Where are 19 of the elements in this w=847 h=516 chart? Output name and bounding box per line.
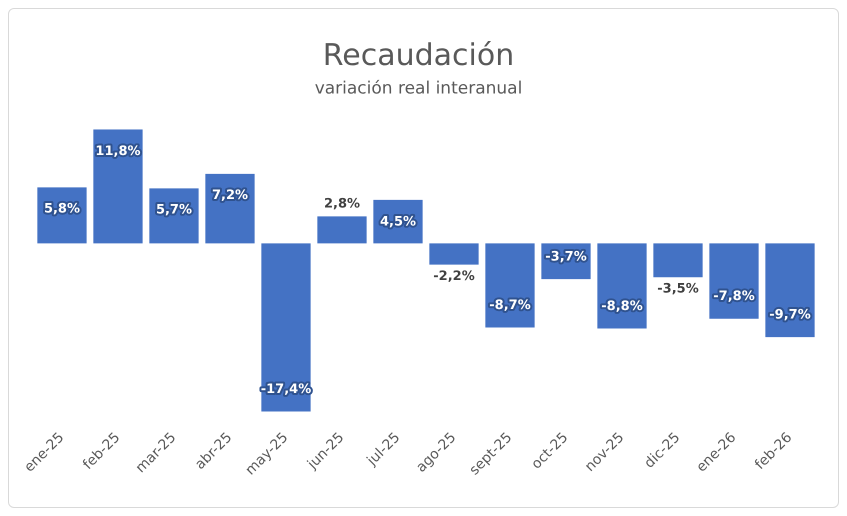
data-label: -3,5% <box>657 282 699 297</box>
data-label: -2,2% <box>433 269 475 284</box>
data-label: 5,8% <box>44 202 80 217</box>
data-label: 7,2% <box>212 188 248 204</box>
data-label: -8,7% <box>489 298 531 313</box>
data-label: -8,8% <box>601 298 643 314</box>
chart-subtitle: variación real interanual <box>314 78 522 99</box>
data-label: 11,8% <box>95 144 141 159</box>
bar <box>261 243 311 412</box>
bar <box>317 216 367 244</box>
bar <box>429 243 479 265</box>
data-label: 5,7% <box>156 202 192 218</box>
data-label: -7,8% <box>713 289 755 304</box>
data-label: 2,8% <box>324 196 360 212</box>
chart-title: Recaudación <box>322 38 514 73</box>
data-label: 4,5% <box>380 214 416 230</box>
data-label: -9,7% <box>769 308 811 323</box>
data-label: -3,7% <box>545 250 587 265</box>
bar <box>653 243 703 278</box>
